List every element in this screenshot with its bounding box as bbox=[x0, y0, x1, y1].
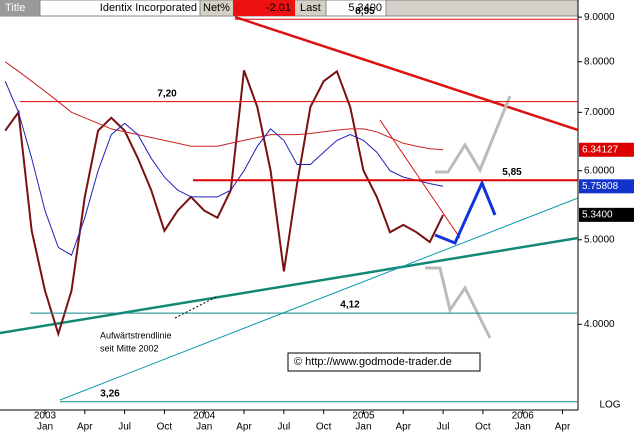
x-tick-label: Jan bbox=[355, 422, 371, 433]
level-label: 5,85 bbox=[502, 167, 522, 178]
projection bbox=[434, 179, 497, 245]
x-tick-label: Jan bbox=[515, 422, 531, 433]
x-tick-label: Oct bbox=[316, 422, 332, 433]
price-tag-label: 6.34127 bbox=[582, 144, 619, 155]
header-cell bbox=[233, 0, 295, 16]
header-label: Last bbox=[300, 2, 321, 14]
x-tick-label: Apr bbox=[236, 422, 252, 433]
series-line bbox=[4, 69, 444, 338]
annotation: Aufwärtstrendlinie bbox=[100, 330, 172, 340]
x-tick-label: Apr bbox=[555, 422, 571, 433]
price-tag bbox=[579, 179, 634, 194]
y-tick-label: 4.0000 bbox=[584, 319, 615, 330]
price-tag bbox=[579, 207, 634, 222]
x-tick-label: Jul bbox=[437, 422, 450, 433]
level-label: 8,95 bbox=[355, 6, 375, 17]
series-line bbox=[4, 81, 444, 256]
marks bbox=[4, 61, 444, 338]
level-label: 4,12 bbox=[340, 300, 360, 311]
x-tick-label: Jan bbox=[37, 422, 53, 433]
x-tick-label: Apr bbox=[77, 422, 93, 433]
level-label: 7,20 bbox=[157, 88, 177, 99]
price-tag-label: 5.3400 bbox=[582, 210, 613, 221]
x-year-label: 2005 bbox=[352, 411, 375, 422]
x-year-label: 2003 bbox=[34, 411, 57, 422]
price-tag bbox=[579, 142, 634, 157]
projection bbox=[425, 266, 492, 339]
price-tag-label: 5.75808 bbox=[582, 181, 619, 192]
copyright: © http://www.godmode-trader.de bbox=[294, 356, 452, 368]
header-cell bbox=[0, 0, 40, 16]
header-net: -2.01 bbox=[266, 2, 291, 14]
trendline bbox=[59, 197, 579, 401]
x-tick-label: Oct bbox=[475, 422, 491, 433]
trendline bbox=[0, 236, 579, 335]
x-tick-label: Jul bbox=[118, 422, 131, 433]
annotation: seit Mitte 2002 bbox=[100, 343, 159, 353]
header-cell bbox=[39, 0, 201, 17]
projection bbox=[435, 95, 512, 174]
x-tick-label: Oct bbox=[157, 422, 173, 433]
header-label: Net% bbox=[203, 2, 230, 14]
y-tick-label: 7.0000 bbox=[584, 107, 615, 118]
x-year-label: 2004 bbox=[193, 411, 216, 422]
header-last: 5.3400 bbox=[348, 2, 382, 14]
level-label: 3,26 bbox=[100, 388, 120, 399]
y-tick-label: 9.0000 bbox=[584, 12, 615, 23]
trendline bbox=[379, 119, 461, 239]
x-tick-label: Apr bbox=[396, 422, 412, 433]
annotation-pointer bbox=[174, 295, 219, 319]
y-tick-label: 6.0000 bbox=[584, 165, 615, 176]
x-tick-label: Jan bbox=[196, 422, 212, 433]
scale-label: LOG bbox=[599, 400, 620, 411]
header-cell bbox=[325, 0, 387, 17]
header-label: Title bbox=[5, 2, 25, 14]
copyright-box bbox=[287, 352, 481, 372]
header-title: Identix Incorporated bbox=[100, 2, 197, 14]
y-tick-label: 5.0000 bbox=[584, 234, 615, 245]
x-year-label: 2006 bbox=[512, 411, 535, 422]
x-tick-label: Jul bbox=[277, 422, 290, 433]
series-line bbox=[4, 61, 444, 151]
trendline bbox=[234, 15, 579, 132]
y-tick-label: 8.0000 bbox=[584, 56, 615, 67]
